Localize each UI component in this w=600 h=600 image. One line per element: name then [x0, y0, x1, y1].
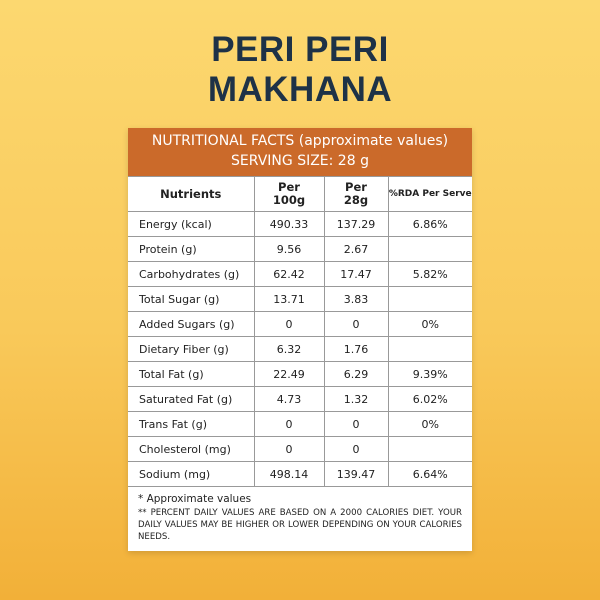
- nutrient-name: Carbohydrates (g): [128, 261, 255, 287]
- nutrient-name: Energy (kcal): [128, 211, 255, 237]
- value-per-100g: 62.42: [253, 261, 325, 287]
- value-rda: [387, 336, 472, 362]
- value-per-100g: 9.56: [253, 236, 325, 262]
- table-row: Saturated Fat (g) 4.73 1.32 6.02%: [128, 386, 472, 412]
- value-rda: 6.64%: [387, 461, 472, 487]
- value-per-100g: 4.73: [253, 386, 325, 412]
- value-per-28g: 1.76: [323, 336, 389, 362]
- title-line-1: PERI PERI: [211, 30, 389, 69]
- value-per-28g: 3.83: [323, 286, 389, 312]
- value-per-28g: 137.29: [323, 211, 389, 237]
- table-row: Carbohydrates (g) 62.42 17.47 5.82%: [128, 261, 472, 287]
- value-rda: 6.02%: [387, 386, 472, 412]
- value-per-100g: 0: [253, 436, 325, 462]
- table-row: Sodium (mg) 498.14 139.47 6.64%: [128, 461, 472, 487]
- value-rda: 0%: [387, 311, 472, 337]
- value-rda: 5.82%: [387, 261, 472, 287]
- product-title: PERI PERI MAKHANA: [0, 30, 600, 110]
- table-header-row: Nutrients Per 100g Per 28g %RDA Per Serv…: [128, 176, 472, 212]
- col-per-28g: Per 28g: [323, 176, 389, 212]
- col-per-100g: Per 100g: [253, 176, 325, 212]
- table-row: Trans Fat (g) 0 0 0%: [128, 411, 472, 437]
- value-rda: [387, 286, 472, 312]
- nutrient-name: Cholesterol (mg): [128, 436, 255, 462]
- table-row: Cholesterol (mg) 0 0: [128, 436, 472, 462]
- value-rda: 0%: [387, 411, 472, 437]
- table-row: Added Sugars (g) 0 0 0%: [128, 311, 472, 337]
- value-per-28g: 6.29: [323, 361, 389, 387]
- facts-header: NUTRITIONAL FACTS (approximate values) S…: [128, 128, 472, 176]
- nutrient-name: Protein (g): [128, 236, 255, 262]
- table-row: Total Sugar (g) 13.71 3.83: [128, 286, 472, 312]
- value-per-28g: 139.47: [323, 461, 389, 487]
- value-per-28g: 0: [323, 411, 389, 437]
- value-per-100g: 13.71: [253, 286, 325, 312]
- value-per-100g: 0: [253, 311, 325, 337]
- table-row: Total Fat (g) 22.49 6.29 9.39%: [128, 361, 472, 387]
- nutrition-table: Nutrients Per 100g Per 28g %RDA Per Serv…: [128, 176, 472, 487]
- nutrient-name: Dietary Fiber (g): [128, 336, 255, 362]
- value-per-100g: 498.14: [253, 461, 325, 487]
- value-per-28g: 0: [323, 311, 389, 337]
- value-per-100g: 6.32: [253, 336, 325, 362]
- value-rda: 9.39%: [387, 361, 472, 387]
- footnotes: * Approximate values ** Percent daily va…: [128, 487, 472, 551]
- nutrient-name: Total Fat (g): [128, 361, 255, 387]
- title-line-2: MAKHANA: [207, 70, 393, 109]
- nutrient-name: Sodium (mg): [128, 461, 255, 487]
- table-row: Protein (g) 9.56 2.67: [128, 236, 472, 262]
- nutrient-name: Total Sugar (g): [128, 286, 255, 312]
- nutrition-facts-card: NUTRITIONAL FACTS (approximate values) S…: [128, 128, 472, 551]
- value-per-28g: 1.32: [323, 386, 389, 412]
- value-rda: 6.86%: [387, 211, 472, 237]
- value-per-100g: 490.33: [253, 211, 325, 237]
- col-rda: %RDA Per Serve: [387, 176, 472, 212]
- value-per-100g: 22.49: [253, 361, 325, 387]
- facts-heading: NUTRITIONAL FACTS (approximate values): [151, 133, 449, 149]
- footnote-approx: * Approximate values: [138, 493, 252, 505]
- value-per-100g: 0: [253, 411, 325, 437]
- col-nutrients: Nutrients: [128, 176, 255, 212]
- nutrient-name: Added Sugars (g): [128, 311, 255, 337]
- value-per-28g: 2.67: [323, 236, 389, 262]
- nutrient-name: Saturated Fat (g): [128, 386, 255, 412]
- serving-size: SERVING SIZE: 28 g: [231, 153, 369, 169]
- value-rda: [387, 436, 472, 462]
- value-per-28g: 17.47: [323, 261, 389, 287]
- footnote-daily: ** Percent daily values are based on a 2…: [138, 508, 462, 542]
- table-row: Energy (kcal) 490.33 137.29 6.86%: [128, 211, 472, 237]
- table-row: Dietary Fiber (g) 6.32 1.76: [128, 336, 472, 362]
- value-per-28g: 0: [323, 436, 389, 462]
- nutrient-name: Trans Fat (g): [128, 411, 255, 437]
- value-rda: [387, 236, 472, 262]
